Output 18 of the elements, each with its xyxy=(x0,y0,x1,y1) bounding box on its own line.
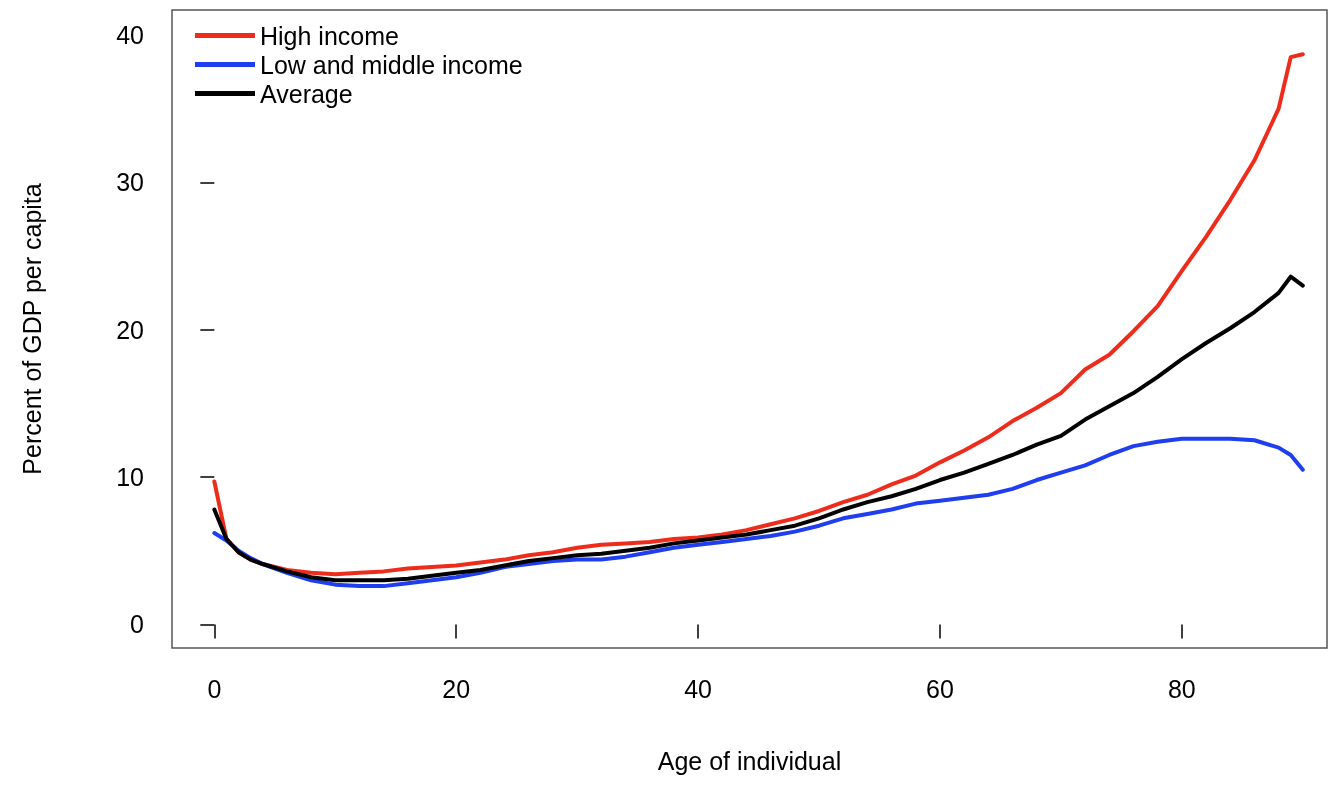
y-axis-title: Percent of GDP per capita xyxy=(17,183,46,475)
legend-label: High income xyxy=(260,21,399,50)
x-tick-label: 20 xyxy=(442,674,471,703)
y-tick-label: 40 xyxy=(116,21,144,50)
line-series xyxy=(212,274,1305,583)
x-tick-label: 80 xyxy=(1167,674,1196,703)
y-tick-label: 0 xyxy=(130,610,144,639)
x-axis-title: Age of individual xyxy=(657,746,842,775)
legend-label: Average xyxy=(260,79,353,108)
y-tick-label: 10 xyxy=(116,463,144,492)
line-series xyxy=(212,52,1305,577)
legend-label: Low and middle income xyxy=(260,50,523,79)
x-tick-label: 60 xyxy=(926,674,954,703)
line-series xyxy=(212,436,1305,589)
y-tick-label: 30 xyxy=(116,168,144,197)
x-tick-label: 0 xyxy=(207,674,222,703)
y-tick-label: 20 xyxy=(116,315,144,344)
x-tick-label: 40 xyxy=(684,674,713,703)
